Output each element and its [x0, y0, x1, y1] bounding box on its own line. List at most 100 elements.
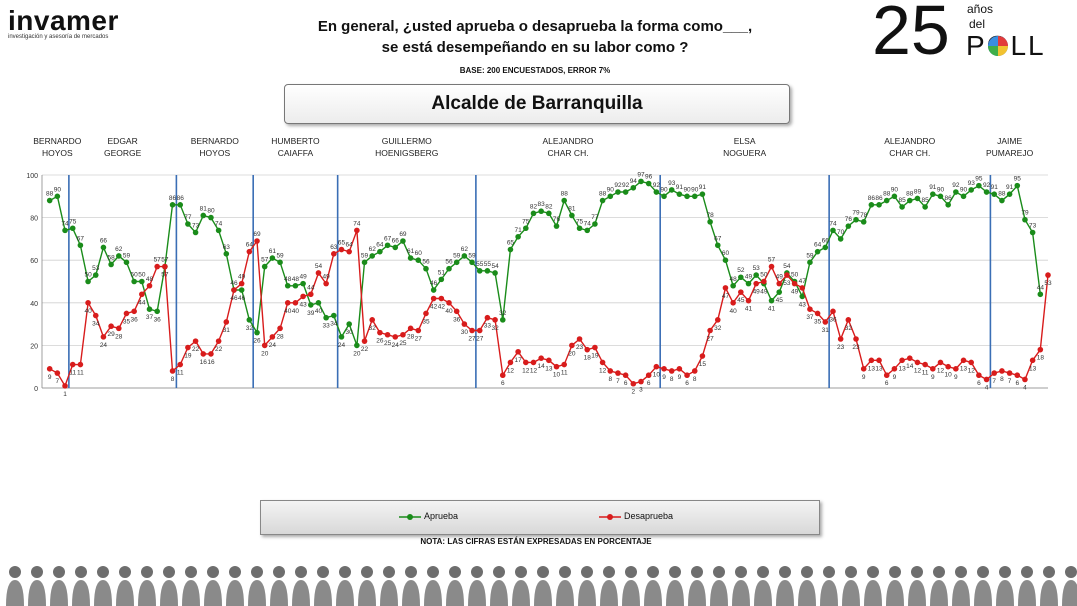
period-label: ALEJANDRO — [884, 136, 935, 146]
data-point-disapprove — [661, 366, 667, 372]
audience-silhouette — [94, 566, 112, 606]
data-point-disapprove — [346, 248, 352, 255]
data-label: 15 — [699, 361, 707, 368]
data-label: 32 — [499, 310, 507, 317]
data-label: 11 — [561, 370, 568, 377]
data-label: 46 — [230, 280, 238, 287]
y-tick-label: 100 — [26, 173, 38, 180]
data-label: 90 — [54, 186, 62, 193]
audience-silhouette — [50, 566, 68, 606]
data-point-disapprove — [653, 363, 660, 370]
data-point-disapprove — [768, 263, 775, 270]
data-point-disapprove — [369, 317, 376, 323]
data-point-disapprove — [983, 376, 990, 383]
data-label: 45 — [737, 297, 745, 304]
data-point-approve — [384, 242, 391, 249]
data-point-approve — [185, 221, 191, 227]
audience-silhouette — [534, 566, 552, 606]
data-label: 90 — [891, 186, 899, 193]
data-point-disapprove — [254, 238, 260, 244]
period-label: CHAR CH. — [547, 148, 588, 158]
data-label: 22 — [215, 346, 223, 353]
data-label: 54 — [491, 263, 499, 270]
data-point-disapprove — [453, 308, 460, 315]
data-point-approve — [430, 287, 437, 293]
data-point-approve — [730, 282, 736, 289]
data-point-disapprove — [599, 359, 606, 366]
data-label: 12 — [522, 367, 530, 374]
audience-silhouette — [424, 566, 442, 606]
data-point-approve — [453, 259, 460, 266]
data-point-disapprove — [507, 359, 514, 366]
legend-approve: Aprueba — [399, 511, 458, 521]
data-label: 7 — [992, 378, 996, 385]
data-label: 8 — [670, 376, 674, 383]
data-point-disapprove — [922, 361, 928, 368]
data-point-approve — [108, 261, 114, 268]
data-point-disapprove — [745, 297, 752, 304]
data-point-disapprove — [722, 285, 729, 291]
data-label: 67 — [384, 235, 392, 242]
question-line-1: En general, ¿usted aprueba o desaprueba … — [317, 18, 753, 35]
footnote: NOTA: LAS CIFRAS ESTÁN EXPRESADAS EN POR… — [420, 537, 652, 546]
data-point-approve — [876, 202, 882, 208]
data-point-approve — [883, 197, 890, 204]
data-label: 57 — [261, 257, 269, 264]
data-label: 30 — [346, 329, 354, 336]
data-label: 6 — [647, 380, 651, 387]
chart-title: Alcalde de Barranquilla — [284, 84, 790, 124]
data-label: 60 — [415, 250, 423, 257]
data-label: 91 — [929, 184, 937, 191]
data-point-disapprove — [876, 357, 882, 364]
data-point-disapprove — [338, 246, 345, 253]
data-point-approve — [131, 278, 137, 285]
audience-silhouette — [952, 566, 970, 606]
data-label: 20 — [261, 350, 269, 357]
data-point-approve — [492, 270, 498, 276]
data-point-disapprove — [699, 353, 706, 359]
data-label: 79 — [1021, 210, 1029, 217]
audience-silhouette — [116, 566, 134, 606]
data-label: 8 — [608, 376, 612, 383]
data-label: 88 — [906, 191, 914, 198]
data-label: 10 — [945, 372, 953, 379]
data-point-approve — [607, 193, 614, 200]
data-point-disapprove — [776, 280, 783, 287]
data-point-approve — [561, 197, 567, 204]
question-line-2: se está desempeñando en su labor como ? — [381, 39, 689, 56]
audience-silhouette — [666, 566, 684, 606]
data-point-approve — [177, 202, 184, 208]
data-label: 37 — [806, 314, 814, 321]
data-point-disapprove — [784, 272, 790, 278]
data-label: 9 — [678, 374, 682, 381]
data-point-disapprove — [799, 285, 806, 291]
data-point-disapprove — [592, 344, 598, 351]
data-label: 40 — [284, 308, 292, 315]
audience-silhouette — [864, 566, 882, 606]
data-point-disapprove — [200, 351, 207, 357]
data-label: 70 — [837, 229, 845, 236]
audience-silhouette — [446, 566, 464, 606]
data-label: 44 — [138, 299, 146, 306]
data-point-disapprove — [538, 355, 544, 361]
data-label: 88 — [599, 191, 607, 198]
data-label: 43 — [299, 301, 307, 308]
data-point-approve — [530, 210, 537, 217]
data-point-disapprove — [553, 363, 560, 370]
data-point-approve — [684, 193, 690, 200]
period-label: ALEJANDRO — [543, 136, 594, 146]
data-point-approve — [699, 191, 706, 197]
data-label: 8 — [171, 376, 175, 383]
data-point-disapprove — [407, 325, 414, 332]
data-point-approve — [622, 189, 629, 195]
data-label: 36 — [154, 316, 162, 323]
data-point-disapprove — [384, 331, 391, 338]
data-point-disapprove — [423, 310, 429, 317]
data-label: 35 — [422, 318, 430, 325]
data-label: 92 — [653, 182, 661, 189]
data-label: 46 — [430, 280, 438, 287]
data-label: 69 — [399, 231, 407, 238]
data-label: 97 — [637, 171, 645, 178]
data-label: 18 — [584, 355, 592, 362]
period-label: EDGAR — [108, 136, 138, 146]
